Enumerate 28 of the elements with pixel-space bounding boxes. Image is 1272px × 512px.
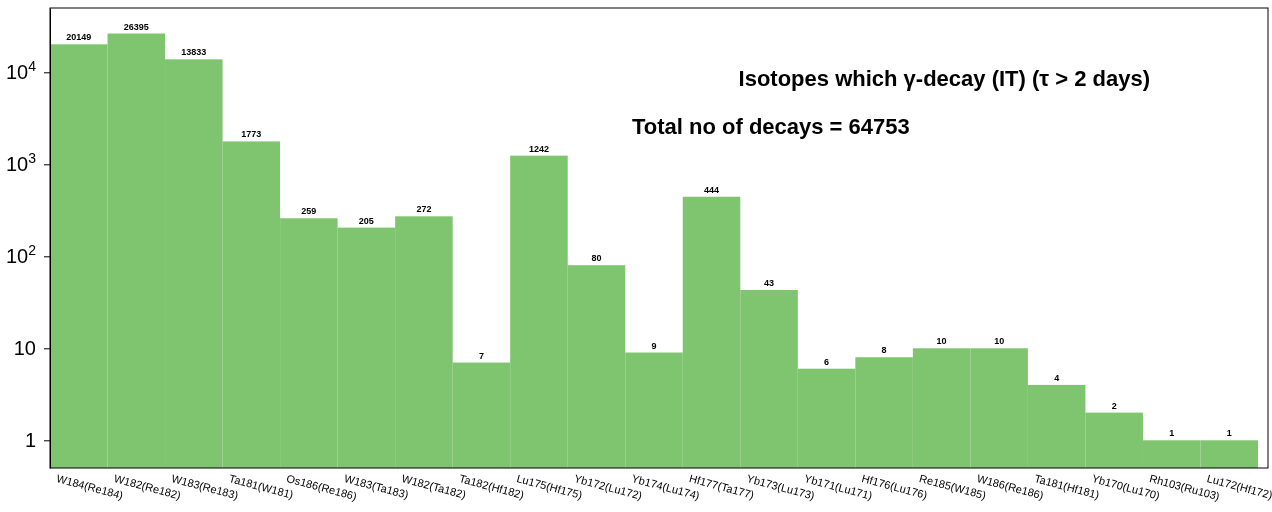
data-label: 4 [1054, 372, 1060, 383]
data-label: 1242 [528, 143, 549, 154]
y-tick-label: 10$^{4}$ [5, 58, 37, 84]
data-label: 1 [1226, 428, 1232, 439]
y-tick-label: 10 [13, 337, 36, 360]
data-label: 6 [824, 356, 830, 367]
data-label: 10 [936, 336, 947, 347]
data-label: 272 [416, 204, 432, 215]
text: Total no of decays = 64753 [632, 114, 910, 139]
text: Isotopes which γ-decay (IT) (τ > 2 days) [738, 66, 1150, 91]
data-label: 43 [764, 278, 775, 289]
data-label: 20149 [66, 32, 92, 43]
data-label: 26395 [123, 21, 149, 32]
data-label: 10 [994, 336, 1005, 347]
data-label: 444 [704, 184, 720, 195]
data-label: 8 [881, 345, 887, 356]
data-label: 9 [651, 340, 657, 351]
y-tick-label: 1 [24, 429, 36, 452]
data-label: 1773 [241, 129, 262, 140]
y-tick-label: 10$^{2}$ [5, 242, 37, 268]
data-label: 7 [478, 350, 484, 361]
data-label: 2 [1111, 400, 1117, 411]
data-label: 1 [1169, 428, 1175, 439]
data-label: 259 [301, 206, 317, 217]
data-label: 80 [591, 253, 602, 264]
data-label: 13833 [181, 47, 207, 58]
data-label: 205 [358, 215, 374, 226]
y-tick-label: 10$^{3}$ [5, 150, 37, 176]
